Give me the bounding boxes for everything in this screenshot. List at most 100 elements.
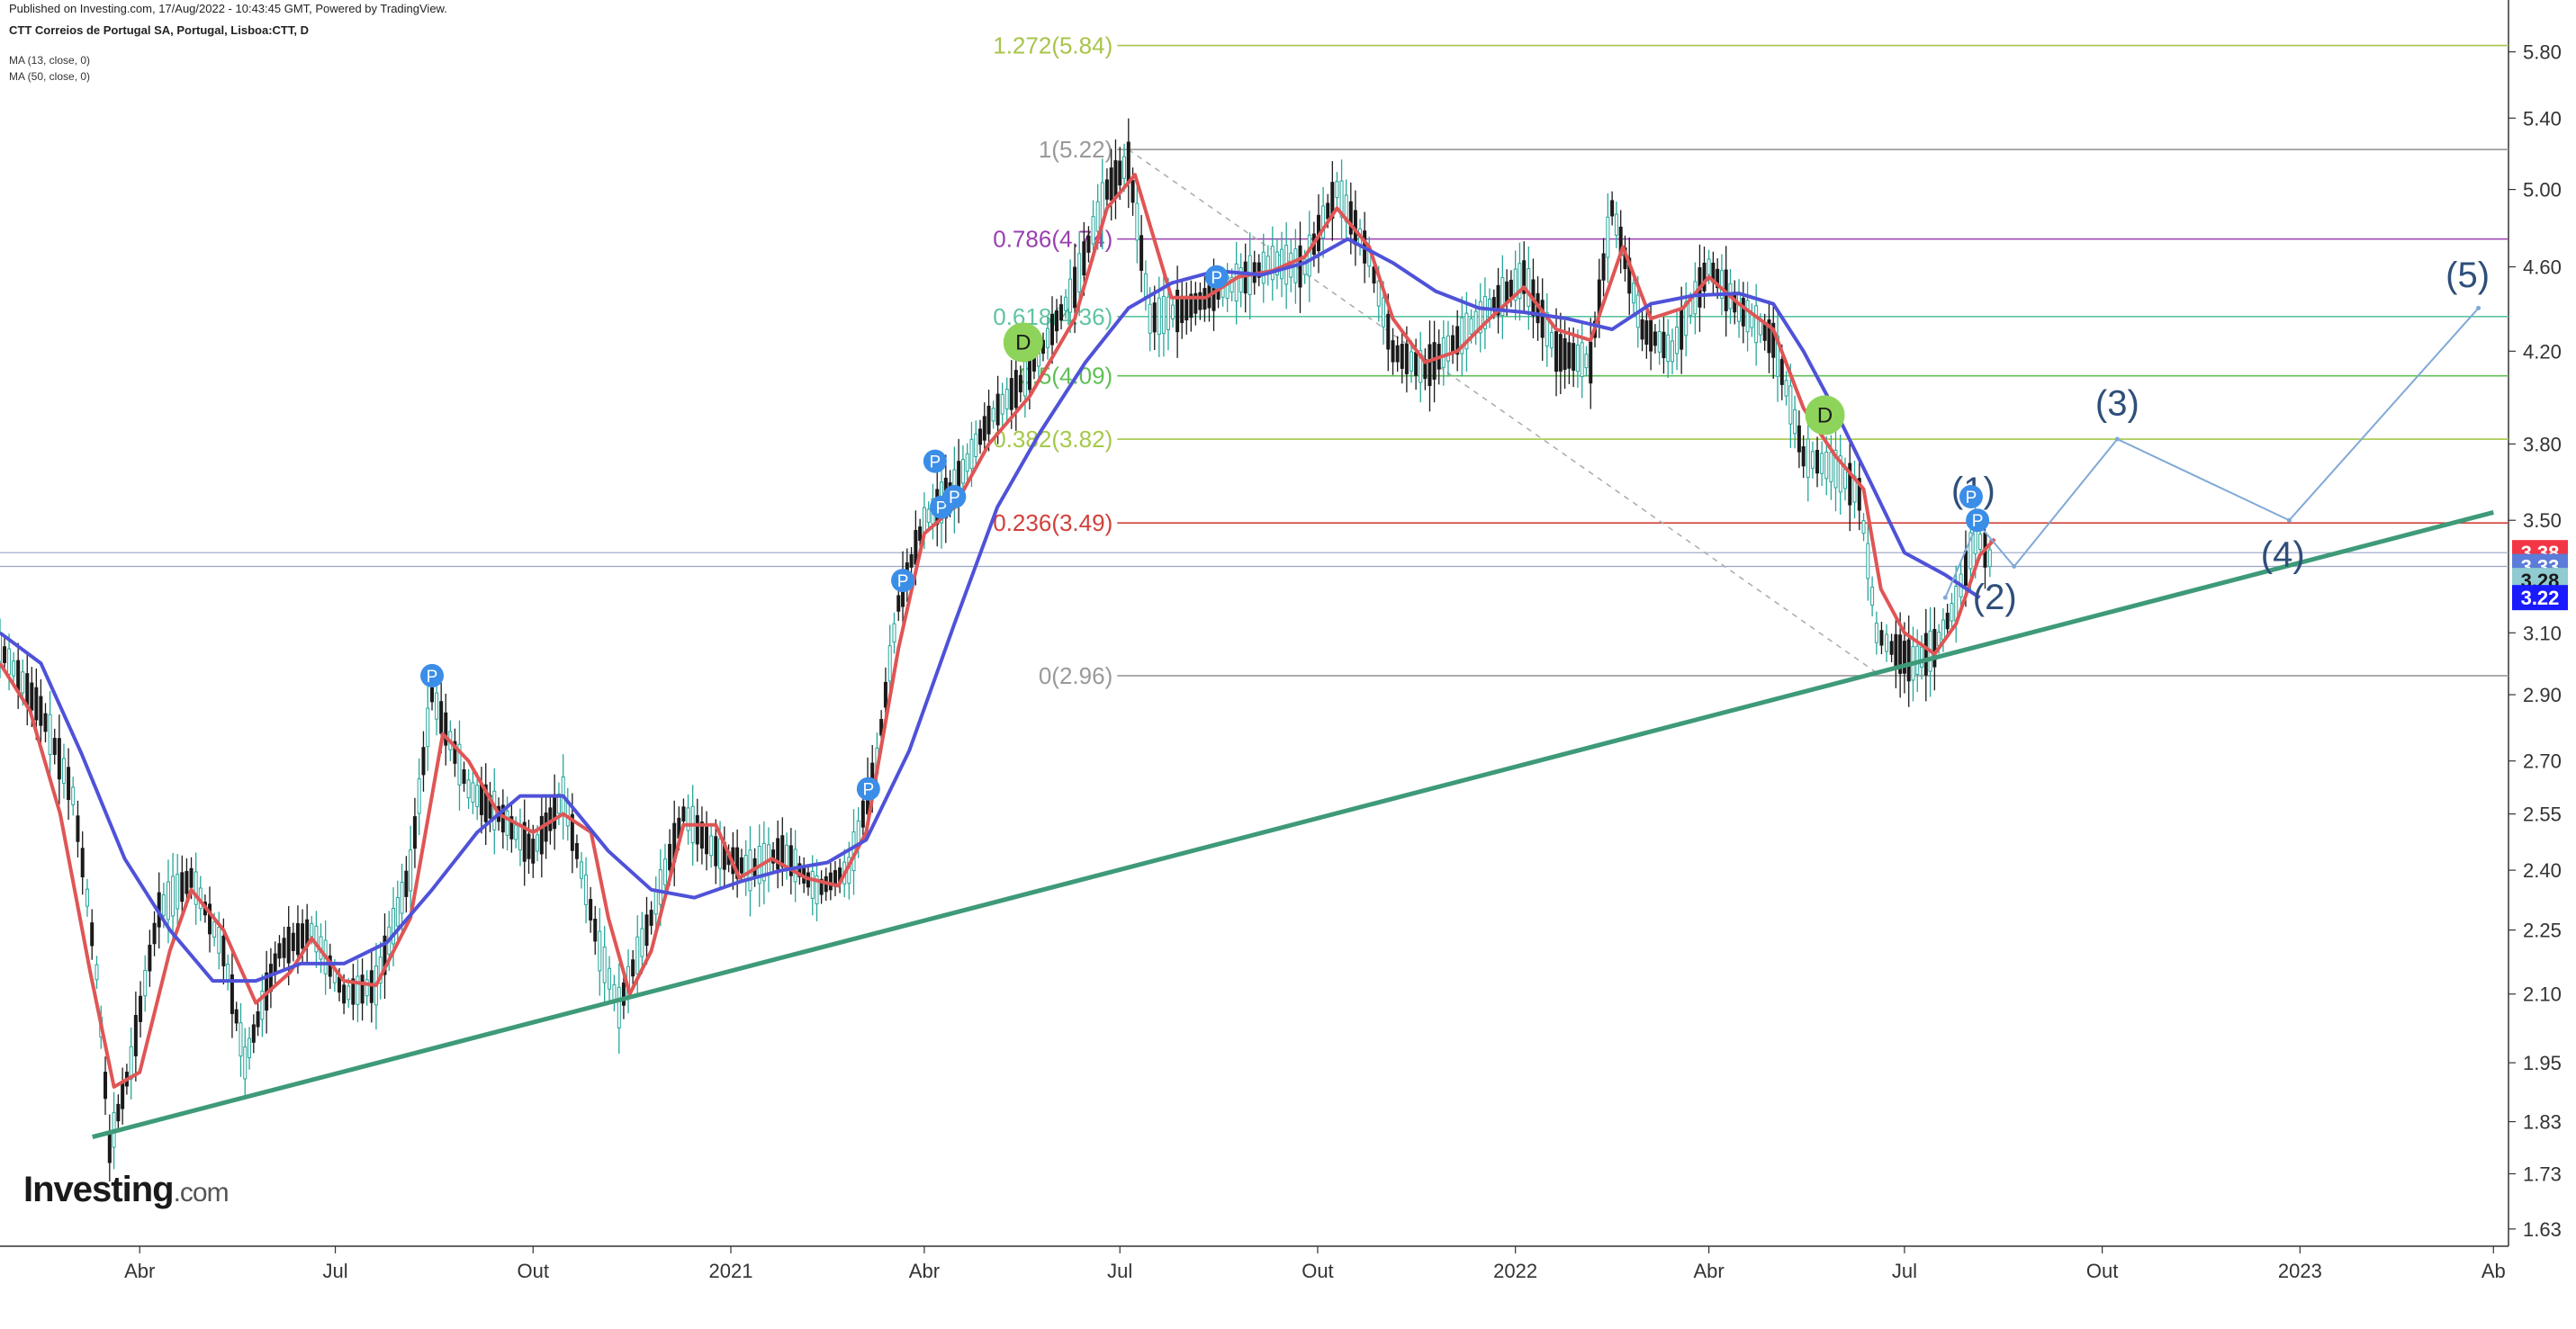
wave-label-3: (4) — [2261, 535, 2305, 575]
candle-body — [57, 738, 61, 780]
candle-body — [709, 835, 714, 857]
candle-body — [1122, 156, 1127, 179]
candle-body — [1797, 425, 1801, 453]
indicator-ma13-label[interactable]: MA (13, close, 0) — [9, 54, 91, 67]
candle-body — [1059, 304, 1064, 321]
candle-body — [1627, 257, 1632, 294]
candles-group — [0, 118, 1992, 1182]
candle-body — [1653, 331, 1657, 346]
candle-body — [1500, 277, 1505, 316]
candle-body — [1861, 520, 1866, 534]
ma50-line — [0, 237, 1981, 983]
y-tick-label-0: 5.80 — [2523, 41, 2562, 64]
fib-level-label-5: 0.382(3.82) — [993, 426, 1112, 453]
marker-label-4: P — [897, 572, 909, 591]
candle-body — [194, 871, 198, 905]
candle-body — [1866, 543, 1870, 579]
candle-body — [522, 822, 527, 862]
candle-body — [1779, 358, 1784, 385]
candle-body — [1671, 340, 1674, 363]
price-badge-3 — [2512, 585, 2568, 611]
x-tick-label-4: Abr — [909, 1260, 940, 1282]
candle-body — [277, 943, 282, 959]
candle-body — [570, 813, 574, 851]
x-tick-label-9: Jul — [1892, 1260, 1917, 1282]
candle-body — [856, 820, 860, 845]
candle-body — [212, 921, 217, 938]
candle-body — [1118, 160, 1122, 186]
candle-body — [189, 867, 194, 888]
candle-body — [1614, 213, 1618, 236]
candle-body — [1610, 200, 1615, 217]
x-tick-label-6: Out — [1302, 1260, 1333, 1282]
candle-body — [1104, 179, 1109, 200]
candle-body — [426, 707, 430, 748]
candle-body — [365, 979, 369, 997]
marker-label-0: D — [1015, 331, 1031, 355]
candle-body — [1829, 452, 1833, 482]
marker-p-5 — [923, 449, 947, 473]
candle-body — [1657, 331, 1662, 353]
candle-body — [1898, 634, 1903, 674]
candle-body — [1784, 380, 1788, 397]
x-tick-label-10: Out — [2086, 1260, 2118, 1282]
marker-label-9: P — [1966, 489, 1977, 507]
candle-body — [1716, 268, 1720, 289]
candle-body — [1157, 297, 1161, 335]
candle-body — [1298, 245, 1302, 288]
candle-body — [25, 673, 30, 706]
candle-body — [793, 849, 797, 883]
candle-body — [598, 930, 602, 972]
wave-point-3 — [2114, 436, 2120, 442]
candle-body — [383, 935, 387, 975]
candle-body — [404, 870, 409, 897]
candle-body — [471, 782, 475, 803]
candle-body — [1801, 446, 1806, 467]
candle-body — [991, 408, 995, 422]
candle-body — [1719, 270, 1724, 299]
candle-body — [1091, 216, 1095, 245]
candle-body — [444, 712, 448, 746]
wave-point-0 — [1942, 595, 1948, 600]
candle-body — [337, 976, 341, 993]
candle-body — [986, 405, 991, 435]
support-trendline — [92, 510, 2494, 1140]
candle-body — [129, 1046, 133, 1080]
candle-body — [735, 847, 740, 879]
candle-body — [421, 747, 426, 776]
candle-body — [1758, 320, 1762, 336]
wave-point-5 — [2476, 305, 2481, 310]
candle-body — [1441, 337, 1446, 368]
candle-body — [1527, 268, 1531, 307]
marker-label-8: P — [1211, 269, 1222, 288]
x-tick-label-2: Out — [518, 1260, 549, 1282]
candle-body — [1302, 258, 1307, 275]
marker-p-2 — [420, 663, 445, 687]
candle-body — [699, 822, 704, 849]
indicator-ma50-label[interactable]: MA (50, close, 0) — [9, 70, 91, 83]
candle-body — [1095, 201, 1100, 232]
candle-body — [479, 784, 483, 815]
marker-label-7: P — [949, 489, 960, 507]
candle-body — [602, 947, 607, 983]
candle-body — [1513, 268, 1518, 301]
candle-body — [974, 433, 978, 457]
y-tick-label-4: 4.20 — [2523, 340, 2562, 363]
candle-body — [1189, 293, 1193, 319]
y-tick-label-14: 1.95 — [2523, 1052, 2562, 1074]
candle-body — [139, 995, 143, 1022]
candle-body — [1166, 296, 1170, 330]
candle-body — [1073, 266, 1077, 309]
candle-body — [662, 858, 667, 885]
candle-body — [1767, 319, 1771, 354]
candle-body — [978, 428, 983, 445]
candle-body — [176, 874, 180, 910]
candle-body — [1606, 216, 1610, 258]
candle-body — [1234, 263, 1238, 302]
marker-label-10: P — [1972, 512, 1984, 531]
candle-body — [1113, 160, 1118, 197]
candle-body — [217, 927, 221, 954]
candle-body — [226, 964, 230, 981]
